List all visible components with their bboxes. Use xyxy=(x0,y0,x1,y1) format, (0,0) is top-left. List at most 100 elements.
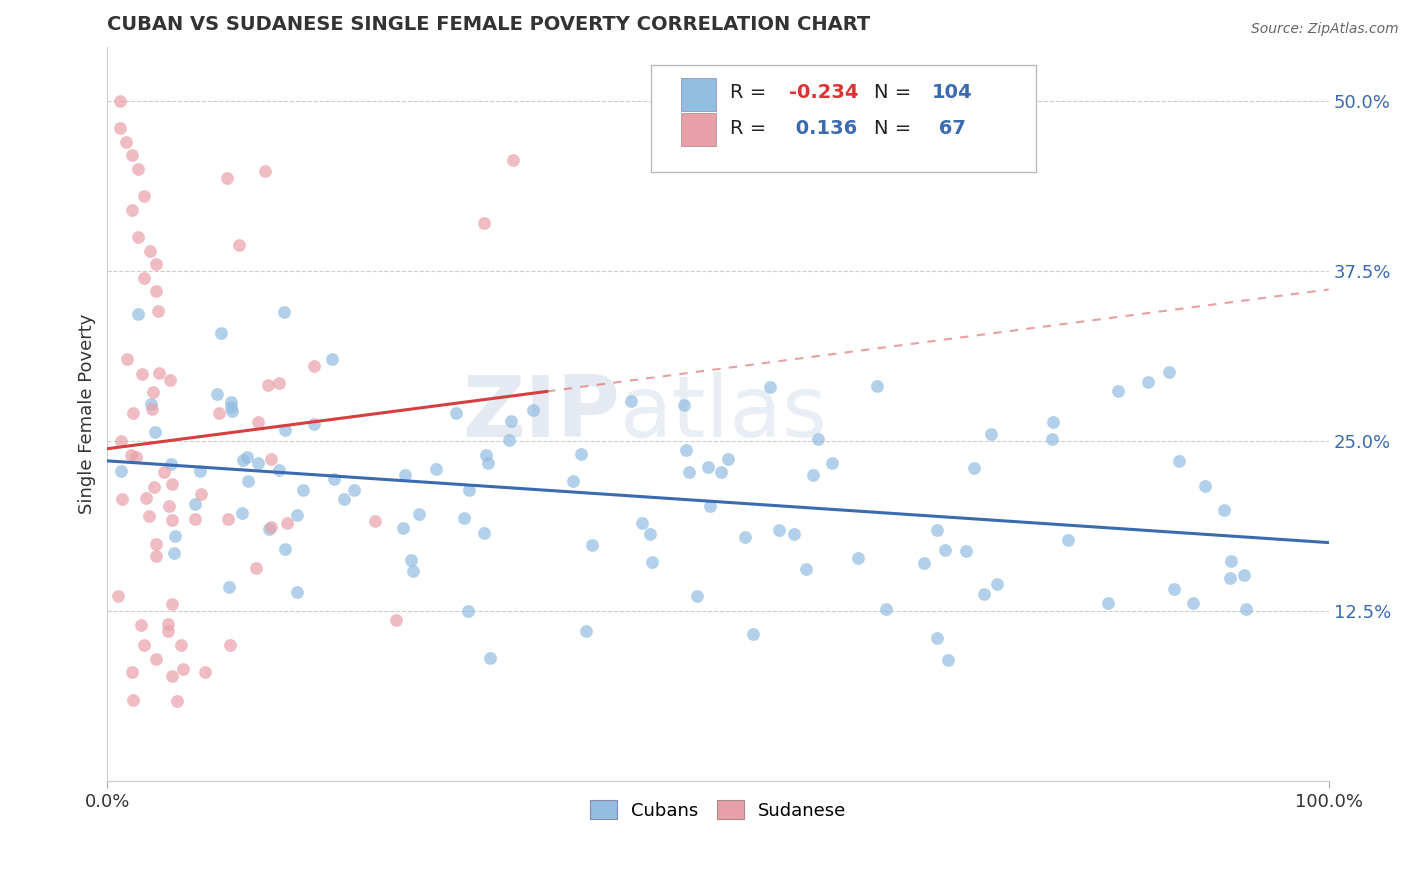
Point xyxy=(453,511,475,525)
Point xyxy=(205,386,228,401)
Point xyxy=(163,546,186,560)
Point xyxy=(190,487,212,501)
Point xyxy=(236,475,259,489)
Point xyxy=(107,589,129,603)
Point xyxy=(1218,571,1240,585)
Point xyxy=(194,665,217,680)
Point xyxy=(110,434,132,448)
Point xyxy=(208,406,231,420)
Point xyxy=(148,366,170,380)
Point xyxy=(475,448,498,462)
Point xyxy=(139,244,162,258)
Point xyxy=(620,393,643,408)
Point xyxy=(273,305,295,319)
Point xyxy=(166,694,188,708)
Point xyxy=(152,465,174,479)
Point xyxy=(215,171,238,186)
Point xyxy=(569,447,592,461)
Point xyxy=(141,401,163,416)
Point xyxy=(1234,602,1257,616)
Point xyxy=(697,459,720,474)
Point xyxy=(146,304,169,318)
Text: ZIP: ZIP xyxy=(463,372,620,455)
Point xyxy=(321,352,343,367)
Point xyxy=(710,465,733,479)
Point xyxy=(472,216,495,230)
Point xyxy=(162,476,184,491)
Point xyxy=(184,497,207,511)
Point xyxy=(127,162,149,177)
Point xyxy=(257,522,280,536)
Point xyxy=(1157,365,1180,379)
Point xyxy=(955,544,977,558)
Point xyxy=(848,550,870,565)
Point xyxy=(121,202,143,217)
Point xyxy=(1168,454,1191,468)
Point xyxy=(807,432,830,446)
Point xyxy=(343,483,366,497)
Point xyxy=(866,379,889,393)
Point xyxy=(209,326,232,341)
Point xyxy=(236,450,259,465)
Point xyxy=(302,417,325,431)
Point xyxy=(912,556,935,570)
Point xyxy=(457,483,479,498)
FancyBboxPatch shape xyxy=(651,65,1036,171)
Point xyxy=(678,465,700,479)
Point xyxy=(159,373,181,387)
Point xyxy=(963,461,986,475)
Point xyxy=(184,511,207,525)
Point xyxy=(285,508,308,522)
Point xyxy=(304,359,326,373)
Point xyxy=(333,492,356,507)
Point xyxy=(1137,375,1160,389)
Point xyxy=(768,524,790,538)
Point xyxy=(498,434,520,448)
Point xyxy=(121,406,143,420)
Point xyxy=(114,135,136,149)
Text: 67: 67 xyxy=(932,119,966,137)
Point xyxy=(1097,596,1119,610)
Point xyxy=(734,530,756,544)
Point xyxy=(686,589,709,603)
Point xyxy=(501,414,523,428)
Point xyxy=(522,403,544,417)
Point xyxy=(444,406,467,420)
Text: N =: N = xyxy=(875,119,918,137)
Point xyxy=(132,638,155,652)
Point xyxy=(231,506,253,520)
Point xyxy=(145,651,167,665)
Point xyxy=(562,474,585,488)
Point xyxy=(127,307,149,321)
Point xyxy=(875,601,897,615)
Text: R =: R = xyxy=(730,83,773,103)
Point xyxy=(1182,596,1205,610)
Point xyxy=(221,395,243,409)
Point xyxy=(131,368,153,382)
Point xyxy=(925,632,948,646)
Point xyxy=(391,521,413,535)
Point xyxy=(934,542,956,557)
Text: R =: R = xyxy=(730,119,773,137)
Point xyxy=(394,467,416,482)
Point xyxy=(145,257,167,271)
Point xyxy=(245,560,267,574)
Point xyxy=(115,351,138,366)
Point xyxy=(742,626,765,640)
Legend: Cubans, Sudanese: Cubans, Sudanese xyxy=(582,793,853,827)
Point xyxy=(472,525,495,540)
Point xyxy=(157,616,180,631)
Point xyxy=(408,507,430,521)
Point xyxy=(673,399,696,413)
Point xyxy=(257,378,280,392)
Text: 0.136: 0.136 xyxy=(789,119,858,137)
Point xyxy=(717,451,740,466)
Point xyxy=(165,529,187,543)
Point xyxy=(125,450,148,464)
Text: 104: 104 xyxy=(932,83,973,103)
Point xyxy=(260,451,283,466)
Point xyxy=(973,586,995,600)
Point xyxy=(638,526,661,541)
Point xyxy=(121,148,143,162)
Point xyxy=(247,457,270,471)
